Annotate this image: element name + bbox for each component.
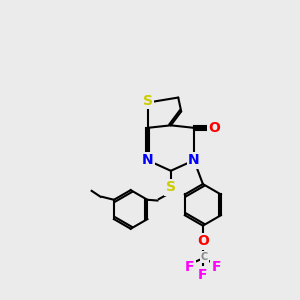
Text: O: O <box>197 234 209 248</box>
Text: N: N <box>188 153 200 167</box>
Text: C: C <box>201 252 208 262</box>
Text: S: S <box>166 180 176 194</box>
Text: O: O <box>208 121 220 135</box>
Text: F: F <box>185 260 194 274</box>
Text: F: F <box>212 260 221 274</box>
Text: F: F <box>198 268 208 282</box>
Text: S: S <box>142 94 153 108</box>
Text: N: N <box>142 153 154 167</box>
